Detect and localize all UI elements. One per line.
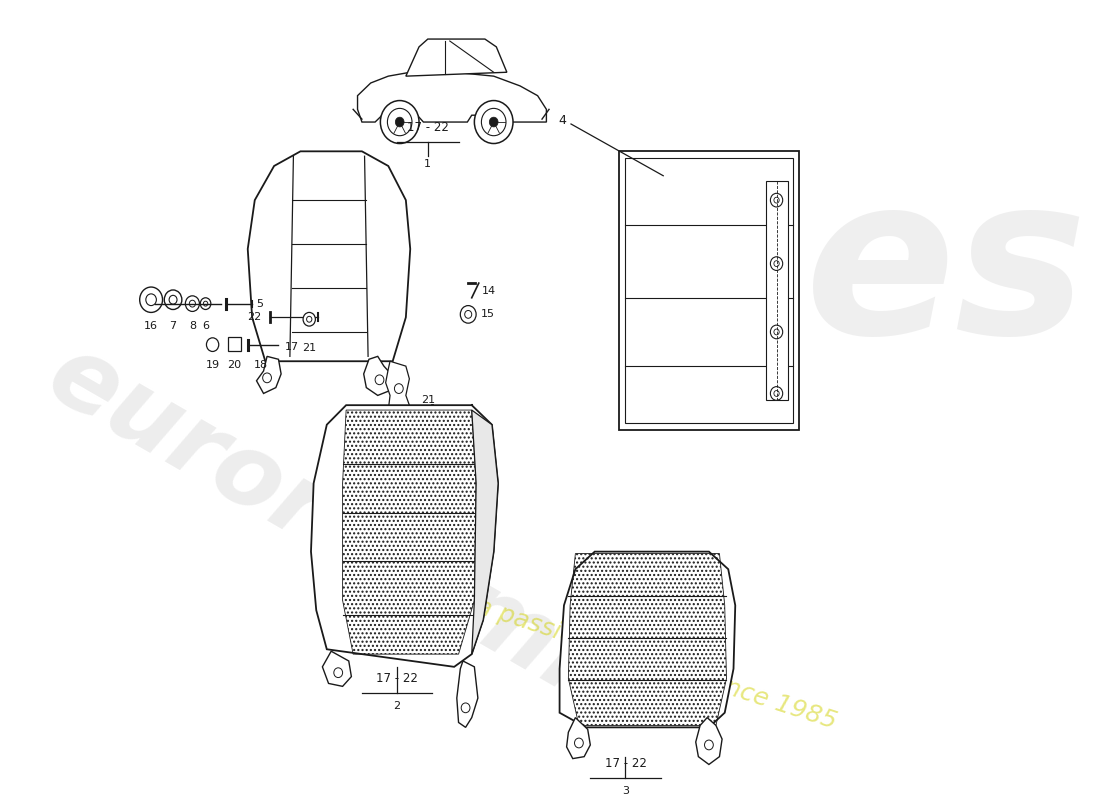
Circle shape [263, 373, 272, 382]
Circle shape [381, 101, 419, 143]
Circle shape [490, 117, 498, 127]
Circle shape [770, 386, 783, 400]
Polygon shape [364, 356, 393, 395]
Circle shape [169, 295, 177, 304]
Circle shape [770, 257, 783, 270]
Circle shape [375, 375, 384, 385]
Text: 4: 4 [559, 114, 566, 126]
Polygon shape [695, 718, 722, 765]
Polygon shape [472, 410, 498, 654]
Text: 21: 21 [302, 342, 317, 353]
Circle shape [186, 296, 199, 311]
Circle shape [574, 738, 583, 748]
Polygon shape [248, 151, 410, 362]
Text: es: es [804, 166, 1088, 380]
Bar [626, 158, 793, 422]
Text: 2: 2 [394, 701, 400, 711]
Polygon shape [560, 552, 735, 727]
Text: 20: 20 [228, 360, 242, 370]
Text: a passion for parts since 1985: a passion for parts since 1985 [473, 594, 839, 734]
Circle shape [774, 198, 779, 203]
Circle shape [307, 316, 312, 322]
Text: euroricambi: euroricambi [31, 326, 667, 749]
Circle shape [770, 194, 783, 207]
Text: 3: 3 [621, 786, 629, 796]
Circle shape [333, 668, 342, 678]
Circle shape [474, 101, 513, 143]
Circle shape [464, 310, 472, 318]
Circle shape [387, 108, 412, 136]
Circle shape [482, 108, 506, 136]
Polygon shape [406, 39, 507, 76]
Circle shape [204, 301, 208, 306]
Circle shape [146, 294, 156, 306]
Text: 14: 14 [482, 286, 496, 296]
Polygon shape [358, 72, 547, 122]
Text: 17: 17 [285, 342, 299, 351]
Text: 22: 22 [246, 312, 261, 322]
Text: 16: 16 [144, 322, 158, 331]
Text: 17 - 22: 17 - 22 [605, 758, 647, 770]
Polygon shape [456, 661, 477, 727]
Circle shape [189, 300, 196, 307]
Text: 6: 6 [202, 322, 209, 331]
Text: 19: 19 [206, 360, 220, 370]
Circle shape [304, 313, 316, 326]
Circle shape [140, 287, 163, 313]
Circle shape [774, 261, 779, 266]
Text: 15: 15 [481, 310, 495, 319]
Bar [619, 151, 800, 430]
Polygon shape [256, 356, 282, 394]
FancyBboxPatch shape [229, 337, 241, 350]
Circle shape [207, 338, 219, 351]
Circle shape [774, 329, 779, 335]
Circle shape [200, 298, 211, 310]
Polygon shape [386, 362, 409, 418]
Circle shape [164, 290, 182, 310]
Circle shape [774, 390, 779, 396]
Text: 22: 22 [438, 410, 452, 420]
Text: 8: 8 [189, 322, 196, 331]
Text: 17 - 22: 17 - 22 [376, 672, 418, 686]
Text: 7: 7 [169, 322, 177, 331]
Polygon shape [322, 651, 351, 686]
Circle shape [461, 703, 470, 713]
Text: 5: 5 [256, 298, 264, 309]
Polygon shape [311, 405, 498, 667]
Polygon shape [566, 718, 591, 758]
Circle shape [395, 384, 404, 394]
Circle shape [395, 117, 404, 127]
Bar [766, 181, 788, 400]
Text: 1: 1 [425, 159, 431, 169]
Text: 18: 18 [254, 360, 268, 370]
Circle shape [770, 325, 783, 338]
Text: 17 - 22: 17 - 22 [407, 121, 449, 134]
Circle shape [704, 740, 713, 750]
Text: 21: 21 [421, 395, 434, 406]
Circle shape [460, 306, 476, 323]
